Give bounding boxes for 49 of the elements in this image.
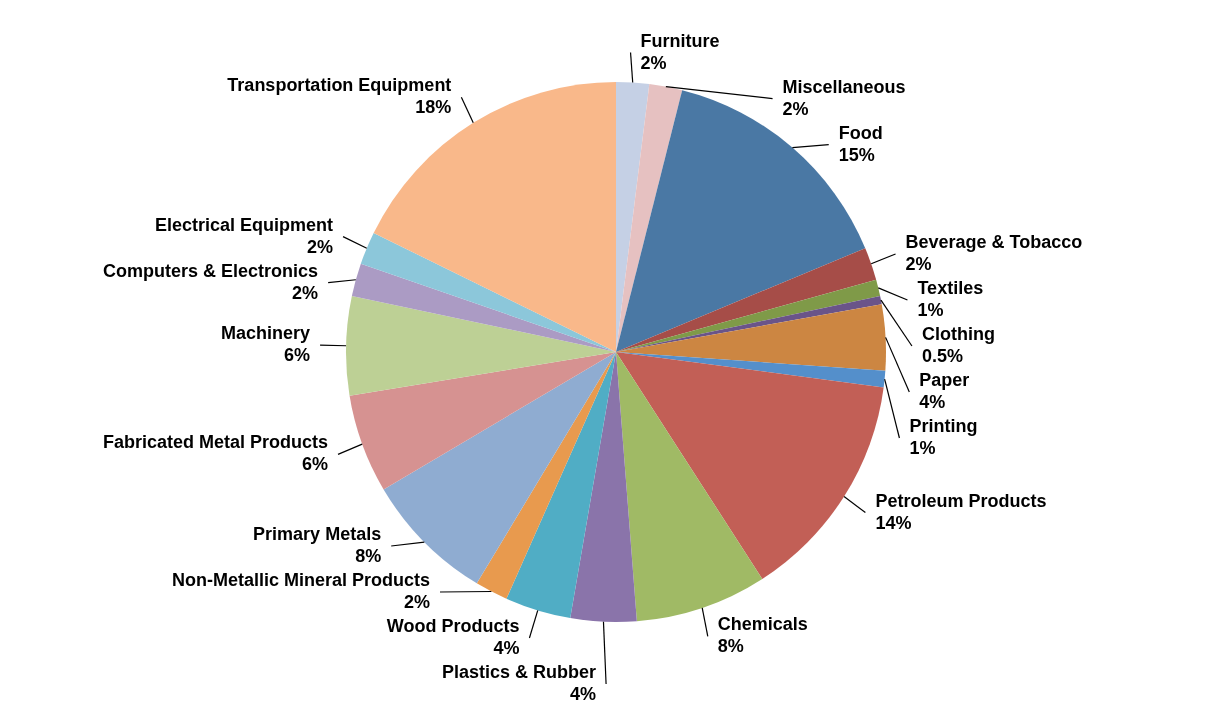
slice-label: Non-Metallic Mineral Products: [171, 570, 430, 590]
data-label: 2%: [905, 254, 932, 275]
pie-slice: [506, 352, 616, 619]
slice-label: Computers & Electronics: [103, 260, 319, 281]
slice-label: Wood Products: [386, 616, 520, 636]
slice-label: Primary Metals: [253, 524, 382, 544]
data-label: 8%: [355, 546, 382, 566]
slice-label: Chemicals: [717, 614, 808, 635]
data-label: 4%: [570, 684, 597, 704]
slice-label: Beverage & Tobacco: [905, 232, 1083, 253]
pie-slice: [351, 263, 616, 352]
pie-slice: [570, 352, 637, 622]
pie-slice: [346, 296, 616, 396]
data-label: 8%: [717, 636, 744, 657]
data-label: 0.5%: [921, 346, 963, 367]
slice-label: Furniture: [640, 30, 720, 51]
pie-slice: [476, 352, 616, 599]
slice-label: Miscellaneous: [782, 76, 906, 97]
data-label: 2%: [782, 98, 809, 119]
pie-slice: [616, 84, 683, 352]
slice-label: Plastics & Rubber: [442, 662, 597, 682]
pie-slice: [360, 232, 616, 352]
slice-label: Textiles: [917, 278, 984, 299]
data-label: 2%: [307, 236, 334, 257]
data-label: 1%: [917, 300, 944, 321]
data-label: 2%: [292, 282, 319, 303]
data-label: 1%: [909, 438, 936, 459]
slice-label: Transportation Equipment: [227, 75, 452, 96]
pie-slice: [616, 304, 886, 371]
slice-label: Food: [838, 122, 883, 143]
data-label: 6%: [301, 454, 328, 475]
data-label: 6%: [284, 345, 311, 366]
data-label: 2%: [403, 592, 430, 612]
slice-label: Petroleum Products: [875, 490, 1047, 511]
slice-label: Paper: [919, 370, 970, 391]
slice-label: Clothing: [921, 324, 995, 345]
slice-label: Fabricated Metal Products: [102, 432, 328, 453]
slice-label: Machinery: [221, 323, 311, 344]
data-label: 15%: [838, 144, 875, 165]
pie-slice: [616, 296, 882, 352]
data-label: 18%: [415, 97, 452, 118]
data-label: 2%: [640, 52, 667, 73]
slice-label: Printing: [909, 416, 978, 437]
data-label: 4%: [919, 392, 946, 413]
pie-slice: [616, 248, 877, 352]
slice-label: Electrical Equipment: [155, 214, 334, 235]
data-label: 14%: [875, 512, 912, 533]
data-label: 4%: [493, 638, 520, 658]
pie-slice: [349, 352, 616, 490]
